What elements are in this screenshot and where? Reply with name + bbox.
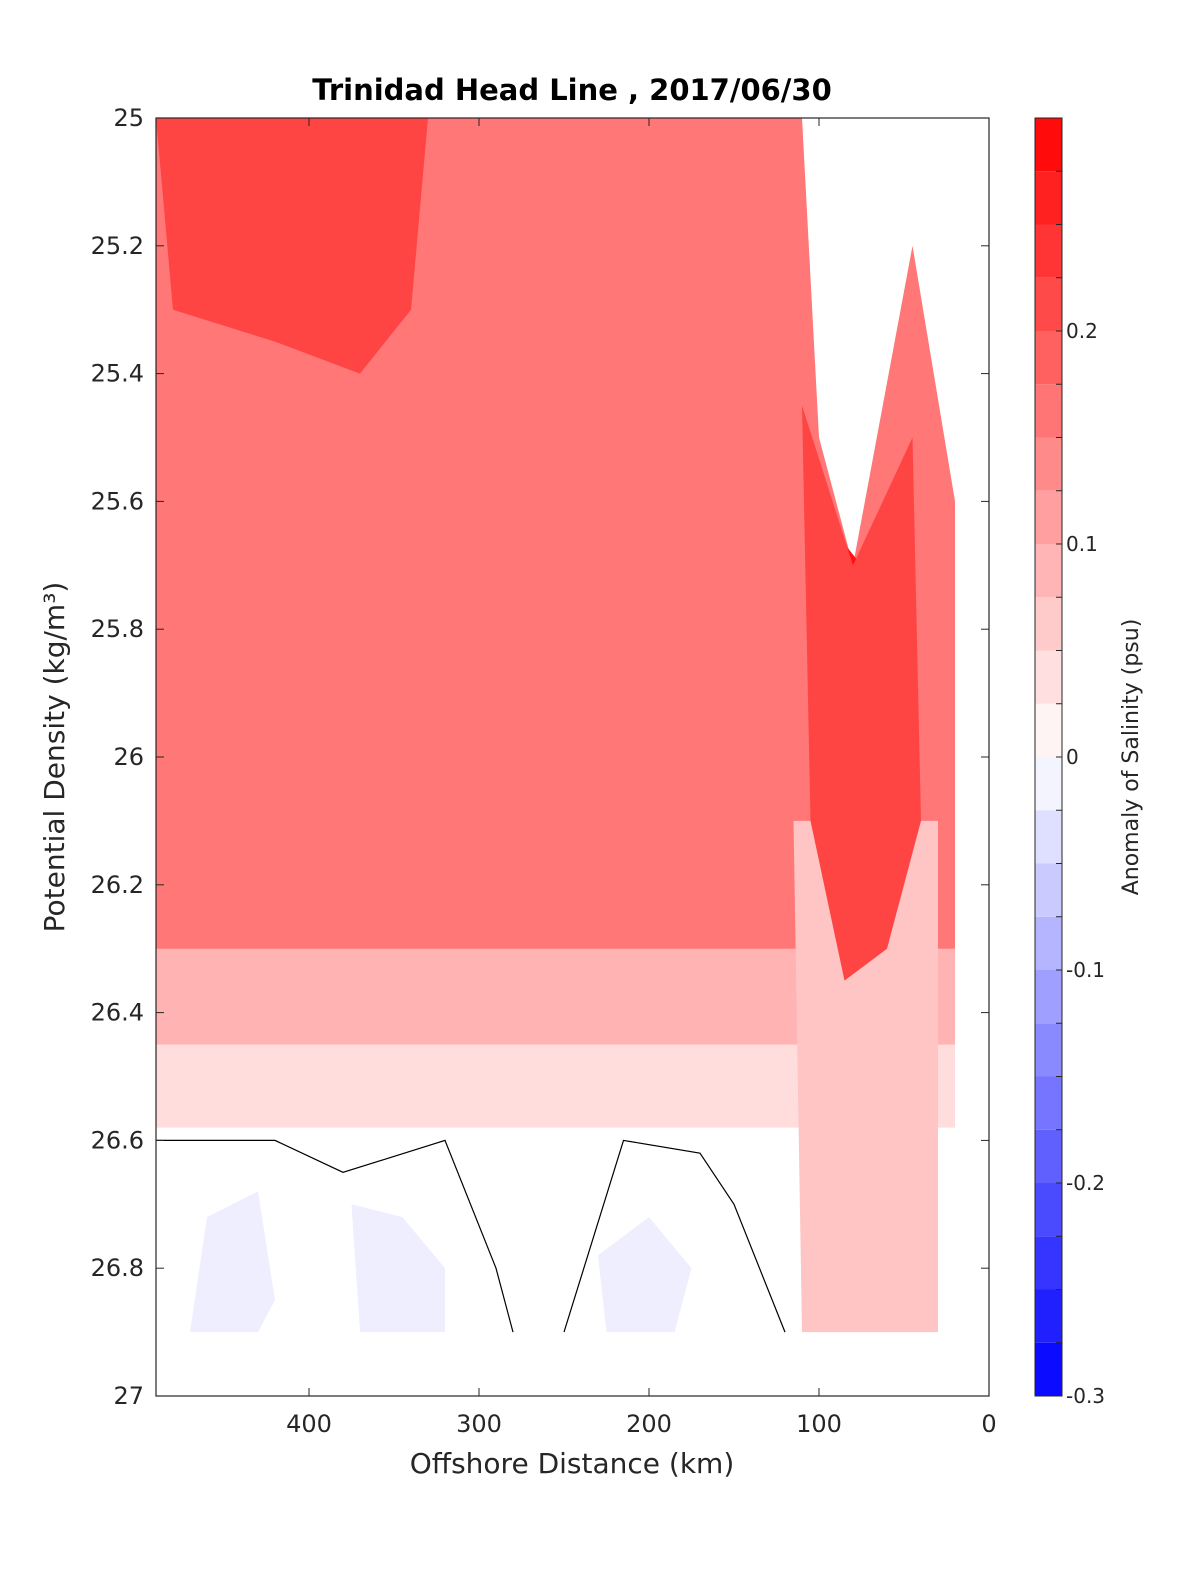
x-tick-label: 200 bbox=[626, 1410, 672, 1438]
y-tick-label: 26.2 bbox=[91, 871, 144, 899]
colorbar-segment bbox=[1035, 384, 1062, 438]
fill-nearshore-white bbox=[802, 118, 989, 1396]
contour-4 bbox=[156, 1139, 514, 1333]
colorbar-segment bbox=[1035, 1289, 1062, 1343]
x-axis-label: Offshore Distance (km) bbox=[410, 1447, 735, 1480]
x-axis: 400 300 200 100 0 bbox=[286, 118, 997, 1438]
plot-area: 400 300 200 100 0 25 25.2 25.4 25.6 25.8 26 26.2 26… bbox=[91, 104, 997, 1438]
colorbar-segment bbox=[1035, 650, 1062, 704]
colorbar-tick-label: 0.2 bbox=[1066, 319, 1098, 343]
chart-title: Trinidad Head Line , 2017/06/30 bbox=[312, 73, 832, 107]
y-tick-label: 26.4 bbox=[91, 999, 144, 1027]
contour-1 bbox=[156, 118, 428, 374]
colorbar-segment bbox=[1035, 118, 1062, 172]
fill-nearshore-pink bbox=[793, 820, 938, 1333]
contour-fills bbox=[156, 118, 989, 1396]
colorbar bbox=[1035, 118, 1062, 1396]
y-tick-label: 25 bbox=[113, 104, 144, 132]
colorbar-segment bbox=[1035, 490, 1062, 544]
colorbar-segment bbox=[1035, 597, 1062, 651]
colorbar-segment bbox=[1035, 916, 1062, 970]
x-tick-label: 400 bbox=[286, 1410, 332, 1438]
colorbar-tick-label: -0.3 bbox=[1066, 1384, 1105, 1408]
colorbar-segment bbox=[1035, 1023, 1062, 1077]
x-tick-label: 0 bbox=[981, 1410, 996, 1438]
y-tick-label: 25.4 bbox=[91, 360, 144, 388]
x-tick-label: 100 bbox=[796, 1410, 842, 1438]
contour-8 bbox=[598, 1217, 692, 1333]
contour-3 bbox=[802, 405, 921, 981]
contour-5 bbox=[563, 1139, 786, 1333]
y-tick-label: 25.2 bbox=[91, 232, 144, 260]
colorbar-segment bbox=[1035, 224, 1062, 278]
y-tick-label: 26.8 bbox=[91, 1254, 144, 1282]
colorbar-tick-label: -0.2 bbox=[1066, 1171, 1105, 1195]
y-tick-label: 25.8 bbox=[91, 615, 144, 643]
colorbar-tick-label: -0.1 bbox=[1066, 958, 1105, 982]
colorbar-label: Anomaly of Salinity (psu) bbox=[1119, 619, 1144, 896]
x-tick-label: 300 bbox=[456, 1410, 502, 1438]
colorbar-segment bbox=[1035, 757, 1062, 811]
colorbar-segment bbox=[1035, 1129, 1062, 1183]
colorbar-segment bbox=[1035, 1236, 1062, 1290]
y-tick-label: 25.6 bbox=[91, 487, 144, 515]
colorbar-segment bbox=[1035, 277, 1062, 331]
y-axis-label: Potential Density (kg/m³) bbox=[38, 582, 71, 933]
colorbar-tick-label: 0 bbox=[1066, 745, 1079, 769]
contour-6 bbox=[190, 1191, 275, 1333]
y-tick-label: 26.6 bbox=[91, 1126, 144, 1154]
y-tick-label: 26 bbox=[113, 743, 144, 771]
colorbar-segment bbox=[1035, 703, 1062, 757]
y-axis: 25 25.2 25.4 25.6 25.8 26 26.2 26.4 26.6 26.8 27 bbox=[91, 104, 989, 1410]
colorbar-tick-label: 0.1 bbox=[1066, 532, 1098, 556]
colorbar-ticks: 0.2 0.1 0 -0.1 -0.2 -0.3 bbox=[1056, 117, 1105, 1408]
colorbar-segment bbox=[1035, 437, 1062, 491]
colorbar-segment bbox=[1035, 331, 1062, 385]
contour-7 bbox=[351, 1204, 445, 1333]
colorbar-segment bbox=[1035, 863, 1062, 917]
colorbar-segment bbox=[1035, 171, 1062, 225]
colorbar-segment bbox=[1035, 810, 1062, 864]
colorbar-segment bbox=[1035, 1183, 1062, 1237]
colorbar-segment bbox=[1035, 544, 1062, 598]
y-tick-label: 27 bbox=[113, 1382, 144, 1410]
colorbar-segment bbox=[1035, 1076, 1062, 1130]
contour-lines bbox=[156, 1139, 786, 1333]
colorbar-segment bbox=[1035, 970, 1062, 1024]
colorbar-segment bbox=[1035, 1342, 1062, 1396]
